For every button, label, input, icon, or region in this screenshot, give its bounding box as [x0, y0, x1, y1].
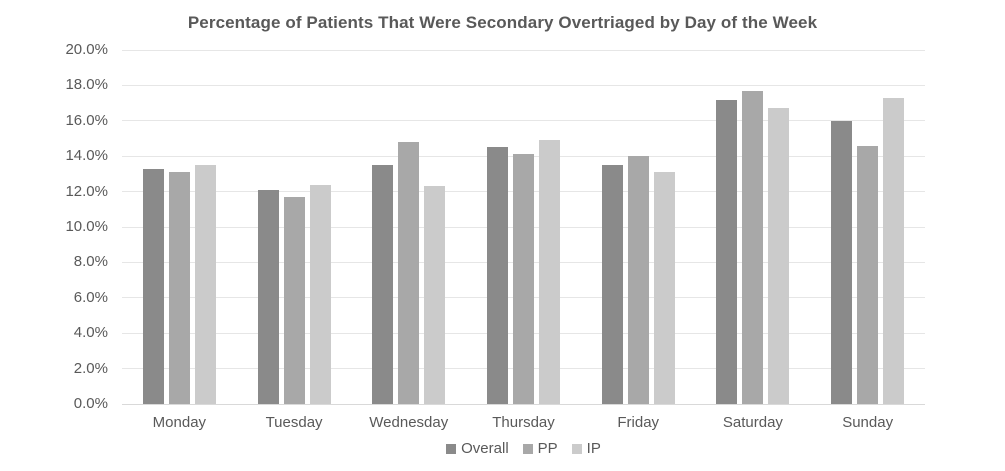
legend-item-ip: IP — [571, 440, 601, 457]
legend-label-ip: IP — [586, 440, 601, 457]
y-tick-label: 14.0% — [65, 147, 108, 165]
gridline — [122, 49, 925, 51]
bar-wednesday-ip — [424, 186, 446, 404]
legend-label-overall: Overall — [461, 440, 509, 457]
legend: Overall PP IP — [122, 441, 925, 457]
y-tick-label: 8.0% — [73, 253, 108, 271]
bar-saturday-ip — [768, 108, 790, 404]
legend-swatch-ip — [571, 444, 582, 454]
y-tick-label: 12.0% — [65, 182, 108, 200]
legend-item-pp: PP — [522, 440, 558, 457]
y-tick-label: 10.0% — [65, 218, 108, 235]
bar-sunday-ip — [883, 97, 905, 404]
y-tick-label: 16.0% — [65, 111, 108, 129]
bar-wednesday-pp — [398, 142, 420, 404]
bar-monday-pp — [168, 172, 190, 404]
bar-saturday-overall — [716, 99, 738, 404]
bar-friday-pp — [627, 156, 649, 404]
y-axis: 0.0% 2.0% 4.0% 6.0% 8.0% 10.0% 12.0% 14.0% 16.0%… — [0, 42, 108, 412]
x-tick-label-thursday: Thursday — [492, 414, 555, 431]
bar-friday-ip — [653, 172, 675, 404]
bar-monday-overall — [142, 168, 164, 404]
x-axis: Monday Tuesday Wednesday Thursday Friday Satu… — [122, 413, 925, 433]
legend-label-pp: PP — [537, 440, 558, 457]
gridline — [122, 120, 925, 122]
bar-monday-ip — [194, 165, 216, 404]
x-tick-label-sunday: Sunday — [842, 414, 894, 431]
y-tick-label: 0.0% — [73, 395, 108, 412]
bar-wednesday-overall — [372, 165, 394, 404]
chart-title: Percentage of Patients That Were Seconda… — [187, 13, 818, 32]
bar-thursday-ip — [539, 140, 560, 404]
bar-tuesday-pp — [283, 196, 305, 404]
bar-friday-overall — [601, 165, 623, 404]
bar-tuesday-overall — [257, 189, 279, 404]
y-tick-label: 18.0% — [65, 76, 108, 94]
x-tick-label-friday: Friday — [617, 414, 660, 431]
x-tick-label-wednesday: Wednesday — [369, 414, 449, 431]
gridline — [122, 84, 925, 86]
y-tick-label: 4.0% — [73, 324, 108, 342]
bar-thursday-overall — [487, 147, 508, 404]
x-tick-label-saturday: Saturday — [722, 414, 783, 431]
y-tick-label: 6.0% — [73, 288, 108, 306]
x-tick-label-monday: Monday — [152, 414, 207, 431]
legend-swatch-overall — [446, 444, 457, 454]
legend-swatch-pp — [522, 444, 533, 454]
legend-item-overall: Overall — [446, 441, 509, 457]
x-tick-label-tuesday: Tuesday — [265, 414, 323, 431]
x-axis-line — [122, 403, 925, 405]
bar-saturday-pp — [742, 90, 764, 404]
plot-area — [122, 49, 925, 405]
bar-tuesday-ip — [309, 184, 331, 404]
y-tick-label: 2.0% — [73, 359, 108, 377]
bar-thursday-pp — [513, 154, 534, 404]
y-tick-label: 20.0% — [65, 41, 108, 58]
bar-sunday-pp — [857, 145, 879, 404]
bar-sunday-overall — [831, 120, 853, 404]
